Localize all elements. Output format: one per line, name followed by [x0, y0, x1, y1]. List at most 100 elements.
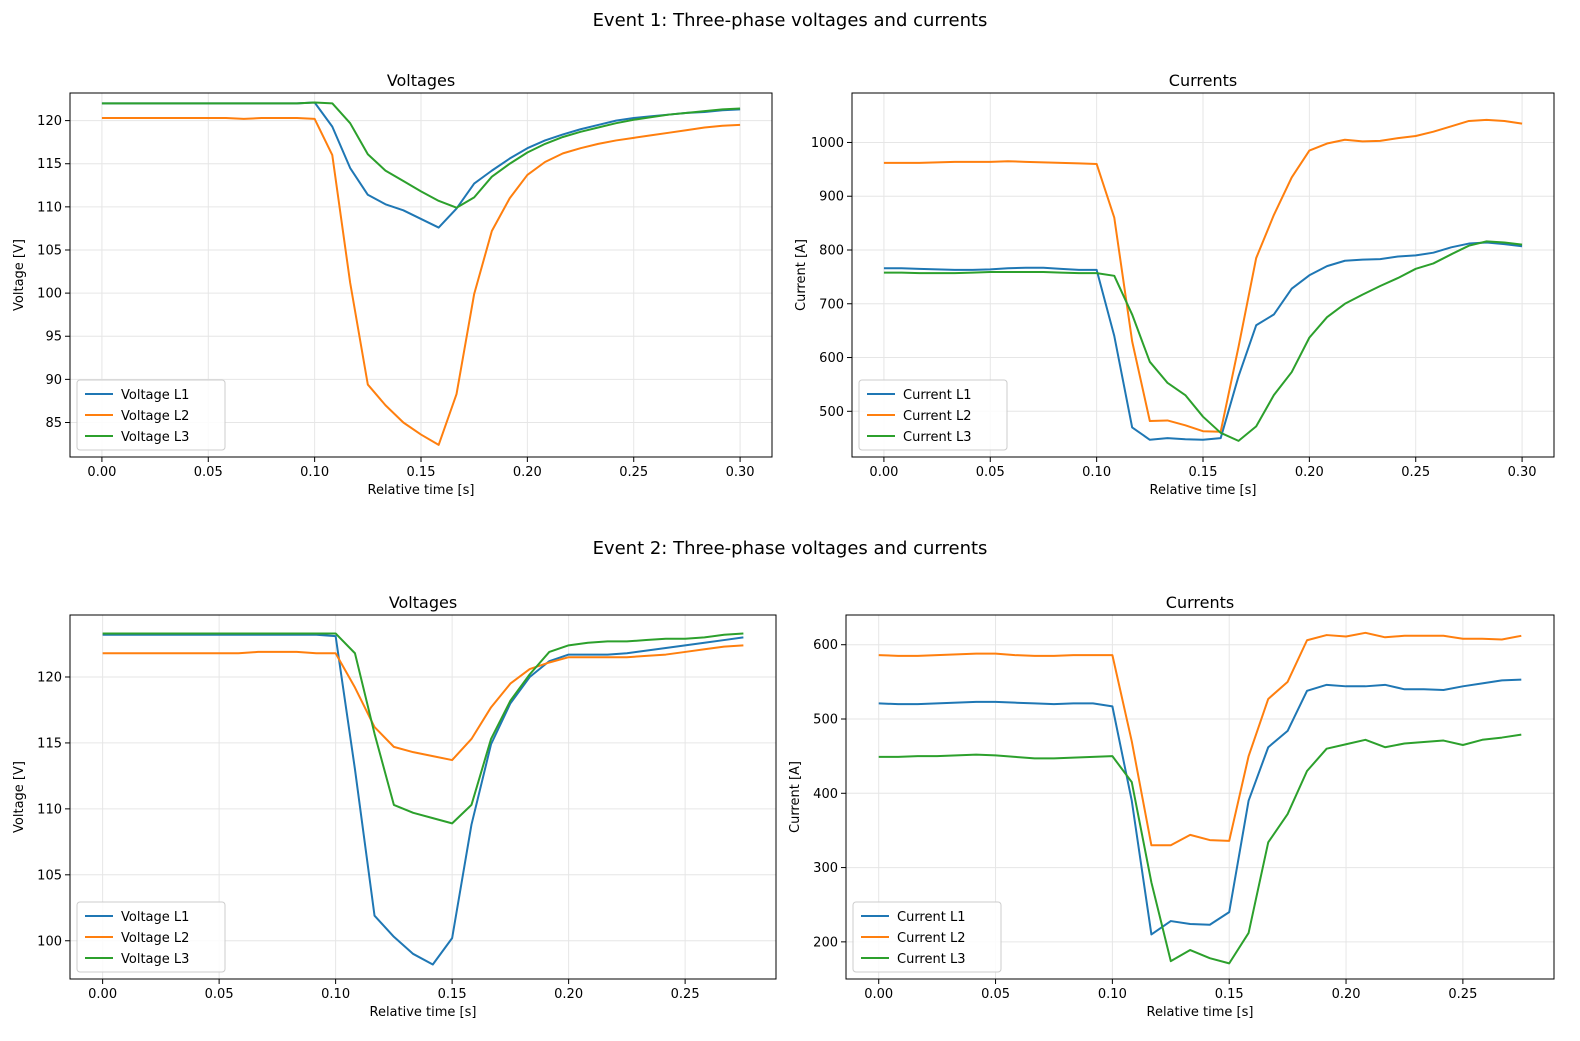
legend: Voltage L1 Voltage L2 Voltage L3 — [76, 379, 226, 451]
legend-label-2: Voltage L2 — [121, 409, 189, 424]
y-tick-label-3: 115 — [37, 736, 62, 751]
legend-label-1: Voltage L1 — [121, 910, 189, 925]
y-tick-label-4: 105 — [37, 243, 62, 258]
event2-currents-chart: 0.00 0.05 0.10 0.15 0.20 0.25 200 300 400 500 600 C… — [788, 593, 1555, 1020]
legend-label-1: Current L1 — [897, 910, 965, 925]
x-tick-label-2: 0.10 — [321, 987, 350, 1002]
x-tick-label-3: 0.15 — [438, 987, 467, 1002]
y-tick-label-2: 95 — [45, 330, 62, 345]
chart-title: Voltages — [389, 593, 457, 612]
y-tick-label-0: 500 — [819, 405, 844, 420]
series-line-current-l3 — [883, 240, 1523, 442]
x-tick-label-2: 0.10 — [300, 465, 329, 480]
event2-voltages-chart: 0.00 0.05 0.10 0.15 0.20 0.25 100 105 110 115 120 V… — [12, 593, 777, 1020]
x-axis-label: Relative time [s] — [368, 483, 475, 498]
y-tick-label-7: 120 — [37, 114, 62, 129]
x-tick-label-3: 0.15 — [407, 465, 436, 480]
y-tick-label-6: 115 — [37, 157, 62, 172]
y-axis-label: Current [A] — [794, 239, 809, 311]
chart-title: Currents — [1166, 593, 1234, 612]
y-tick-label-4: 600 — [813, 638, 838, 653]
event1-currents-chart: 0.00 0.05 0.10 0.15 0.20 0.25 0.30 500 600 700 800… — [794, 71, 1555, 498]
y-tick-label-1: 300 — [813, 861, 838, 876]
x-tick-label-4: 0.20 — [513, 465, 542, 480]
y-tick-label-0: 85 — [45, 416, 62, 431]
series-line-voltage-l3 — [102, 632, 744, 825]
x-tick-label-6: 0.30 — [1508, 465, 1537, 480]
y-tick-label-1: 90 — [45, 373, 62, 388]
y-tick-label-0: 200 — [813, 935, 838, 950]
series-line-current-l2 — [883, 118, 1523, 433]
series-line-voltage-l2 — [101, 117, 741, 446]
series-group — [878, 631, 1522, 965]
x-tick-label-2: 0.10 — [1082, 465, 1111, 480]
legend-label-3: Current L3 — [897, 952, 965, 967]
series-line-voltage-l1 — [102, 633, 744, 966]
x-tick-label-5: 0.25 — [671, 987, 700, 1002]
x-tick-label-4: 0.20 — [1295, 465, 1324, 480]
y-tick-label-1: 600 — [819, 351, 844, 366]
legend: Voltage L1 Voltage L2 Voltage L3 — [76, 901, 226, 973]
series-group — [102, 632, 744, 966]
series-line-voltage-l2 — [102, 644, 744, 762]
y-tick-label-0: 100 — [37, 934, 62, 949]
legend-label-2: Current L2 — [903, 409, 971, 424]
x-tick-label-0: 0.00 — [869, 465, 898, 480]
x-axis-label: Relative time [s] — [1147, 1005, 1254, 1020]
x-tick-label-0: 0.00 — [87, 465, 116, 480]
y-axis-label: Voltage [V] — [12, 761, 27, 833]
legend-box — [852, 901, 1002, 973]
x-tick-label-1: 0.05 — [194, 465, 223, 480]
y-tick-label-2: 700 — [819, 297, 844, 312]
legend-label-3: Voltage L3 — [121, 952, 189, 967]
legend-box — [76, 379, 226, 451]
series-line-current-l2 — [878, 631, 1522, 847]
series-line-voltage-l3 — [101, 101, 741, 209]
y-tick-label-3: 800 — [819, 243, 844, 258]
y-axis-label: Voltage [V] — [12, 239, 27, 311]
legend: Current L1 Current L2 Current L3 — [858, 379, 1008, 451]
legend-label-3: Current L3 — [903, 430, 971, 445]
y-tick-label-3: 500 — [813, 713, 838, 728]
y-tick-label-4: 120 — [37, 670, 62, 685]
x-tick-label-4: 0.20 — [1332, 987, 1361, 1002]
x-tick-label-3: 0.15 — [1189, 465, 1218, 480]
y-tick-label-2: 110 — [37, 802, 62, 817]
event1-voltages-chart: 0.00 0.05 0.10 0.15 0.20 0.25 0.30 85 90 95 100 105… — [12, 71, 773, 498]
x-axis-label: Relative time [s] — [370, 1005, 477, 1020]
x-tick-label-1: 0.05 — [981, 987, 1010, 1002]
y-tick-label-5: 110 — [37, 200, 62, 215]
chart-title: Currents — [1169, 71, 1237, 90]
y-tick-label-3: 100 — [37, 287, 62, 302]
legend-label-2: Current L2 — [897, 931, 965, 946]
legend-label-1: Current L1 — [903, 388, 971, 403]
x-tick-label-5: 0.25 — [1401, 465, 1430, 480]
x-tick-label-0: 0.00 — [864, 987, 893, 1002]
event1-title: Event 1: Three-phase voltages and curren… — [592, 10, 988, 31]
plot-frame — [69, 614, 777, 980]
x-tick-label-1: 0.05 — [205, 987, 234, 1002]
legend-label-1: Voltage L1 — [121, 388, 189, 403]
series-group — [883, 118, 1523, 442]
series-line-current-l3 — [878, 733, 1522, 965]
y-tick-label-2: 400 — [813, 787, 838, 802]
y-tick-label-1: 105 — [37, 868, 62, 883]
x-tick-label-5: 0.25 — [619, 465, 648, 480]
x-tick-label-2: 0.10 — [1098, 987, 1127, 1002]
x-tick-label-5: 0.25 — [1448, 987, 1477, 1002]
plot-frame — [845, 614, 1555, 980]
legend-label-2: Voltage L2 — [121, 931, 189, 946]
series-line-current-l1 — [878, 678, 1522, 936]
x-tick-label-4: 0.20 — [554, 987, 583, 1002]
x-tick-label-1: 0.05 — [976, 465, 1005, 480]
x-tick-label-0: 0.00 — [88, 987, 117, 1002]
series-group — [101, 101, 741, 446]
series-line-current-l1 — [883, 241, 1523, 441]
event2-title: Event 2: Three-phase voltages and curren… — [592, 538, 988, 559]
y-axis-label: Current [A] — [788, 761, 803, 833]
legend: Current L1 Current L2 Current L3 — [852, 901, 1002, 973]
legend-box — [858, 379, 1008, 451]
legend-box — [76, 901, 226, 973]
x-tick-label-3: 0.15 — [1215, 987, 1244, 1002]
legend-label-3: Voltage L3 — [121, 430, 189, 445]
